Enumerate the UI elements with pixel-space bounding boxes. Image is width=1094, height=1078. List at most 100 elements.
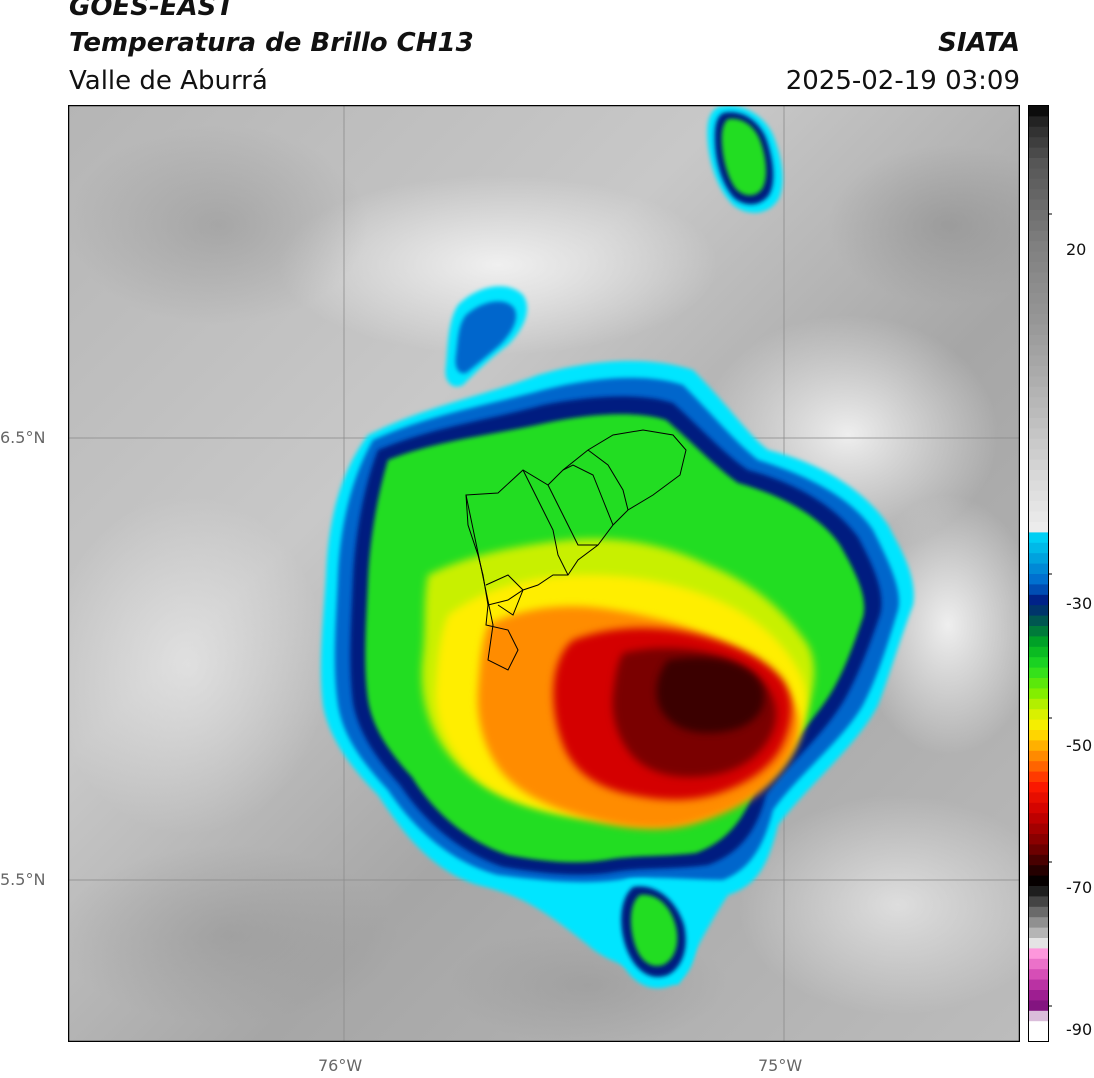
colorbar-step: [1029, 241, 1048, 253]
colorbar-step: [1029, 199, 1048, 211]
colorbar-step: [1029, 678, 1048, 689]
colorbar-step: [1029, 522, 1048, 533]
colorbar-step: [1029, 147, 1048, 159]
colorbar-step: [1029, 272, 1048, 284]
colorbar-step: [1029, 948, 1048, 960]
colorbar-step: [1029, 688, 1048, 700]
colorbar-step: [1029, 178, 1048, 190]
colorbar-step: [1029, 875, 1048, 887]
colorbar-step: [1029, 594, 1048, 606]
colorbar-tick-minus70: -70: [1066, 878, 1093, 897]
colorbar-step: [1029, 834, 1048, 845]
datetime-label: 2025-02-19 03:09: [785, 66, 1020, 96]
colorbar-step: [1029, 979, 1048, 991]
colorbar-step: [1029, 303, 1048, 315]
colorbar-step: [1029, 116, 1048, 128]
colorbar-step: [1029, 667, 1048, 679]
colorbar-step: [1029, 709, 1048, 721]
colorbar-tick-minus50: -50: [1066, 736, 1093, 755]
northwest-cloud-fragment: [445, 286, 528, 387]
colorbar-step: [1029, 230, 1048, 242]
colorbar-step: [1029, 438, 1048, 450]
colorbar-step: [1029, 584, 1048, 596]
colorbar-step: [1029, 626, 1048, 637]
colorbar-step: [1029, 511, 1048, 523]
colorbar: [1028, 105, 1052, 1043]
colorbar-step: [1029, 355, 1048, 367]
colorbar-step: [1029, 366, 1048, 377]
organization-label: SIATA: [938, 28, 1020, 58]
colorbar-tick-minus30: -30: [1066, 594, 1093, 613]
colorbar-step: [1029, 345, 1048, 357]
colorbar-step: [1029, 459, 1048, 471]
lon-label-75w: 75°W: [758, 1056, 803, 1075]
colorbar-step: [1029, 137, 1048, 149]
title-product: Temperatura de Brillo CH13: [69, 28, 474, 58]
colorbar-step: [1029, 324, 1048, 336]
colorbar-step: [1029, 605, 1048, 617]
colorbar-step: [1029, 802, 1048, 814]
colorbar-step: [1029, 969, 1048, 981]
colorbar-step: [1029, 314, 1048, 325]
colorbar-step: [1029, 470, 1048, 481]
lat-label-6-5: 6.5°N: [0, 428, 46, 447]
colorbar-step: [1029, 449, 1048, 461]
colorbar-step: [1029, 938, 1048, 949]
colorbar-step: [1029, 1000, 1048, 1012]
colorbar-step: [1029, 813, 1048, 825]
colorbar-step: [1029, 1021, 1048, 1033]
colorbar-step: [1029, 636, 1048, 648]
title-satellite: GOES-EAST: [69, 0, 235, 22]
lat-label-5-5: 5.5°N: [0, 870, 46, 889]
colorbar-step: [1029, 657, 1048, 669]
colorbar-step: [1029, 334, 1048, 346]
colorbar-step: [1029, 282, 1048, 294]
colorbar-step: [1029, 854, 1048, 866]
colorbar-step: [1029, 865, 1048, 877]
colorbar-step: [1029, 740, 1048, 752]
colorbar-step: [1029, 262, 1048, 273]
colorbar-step: [1029, 574, 1048, 585]
colorbar-step: [1029, 615, 1048, 627]
colorbar-step: [1029, 1010, 1048, 1022]
colorbar-step: [1029, 210, 1048, 221]
colorbar-step: [1029, 251, 1048, 263]
colorbar-step: [1029, 646, 1048, 658]
colorbar-step: [1029, 542, 1048, 554]
colorbar-step: [1029, 480, 1048, 492]
colorbar-step: [1029, 532, 1048, 544]
colorbar-step: [1029, 397, 1048, 409]
colorbar-step: [1029, 553, 1048, 565]
colorbar-step: [1029, 407, 1048, 419]
colorbar-step: [1029, 844, 1048, 856]
colorbar-step: [1029, 917, 1048, 929]
colorbar-step: [1029, 220, 1048, 232]
colorbar-step: [1029, 106, 1048, 117]
colorbar-step: [1029, 563, 1048, 575]
storm-cloud-system: [320, 360, 914, 985]
south-cloud-cell: [611, 879, 696, 989]
region-label: Valle de Aburrá: [69, 66, 268, 96]
north-cloud-cell: [707, 105, 783, 213]
colorbar-step: [1029, 896, 1048, 908]
colorbar-step: [1029, 886, 1048, 897]
colorbar-step: [1029, 771, 1048, 783]
colorbar-step: [1029, 698, 1048, 710]
colorbar-step: [1029, 189, 1048, 201]
colorbar-step: [1029, 418, 1048, 429]
colorbar-step: [1029, 386, 1048, 398]
colorbar-step: [1029, 906, 1048, 918]
colorbar-step: [1029, 428, 1048, 440]
colorbar-step: [1029, 782, 1048, 793]
colorbar-step: [1029, 168, 1048, 180]
colorbar-step: [1029, 158, 1048, 169]
colorbar-step: [1029, 730, 1048, 741]
colorbar-step: [1029, 792, 1048, 804]
colorbar-tick-20: 20: [1066, 240, 1087, 259]
colorbar-step: [1029, 990, 1048, 1001]
colorbar-step: [1029, 750, 1048, 762]
lon-label-76w: 76°W: [318, 1056, 363, 1075]
satellite-map: [68, 105, 1020, 1042]
colorbar-step: [1029, 293, 1048, 305]
colorbar-step: [1029, 376, 1048, 388]
